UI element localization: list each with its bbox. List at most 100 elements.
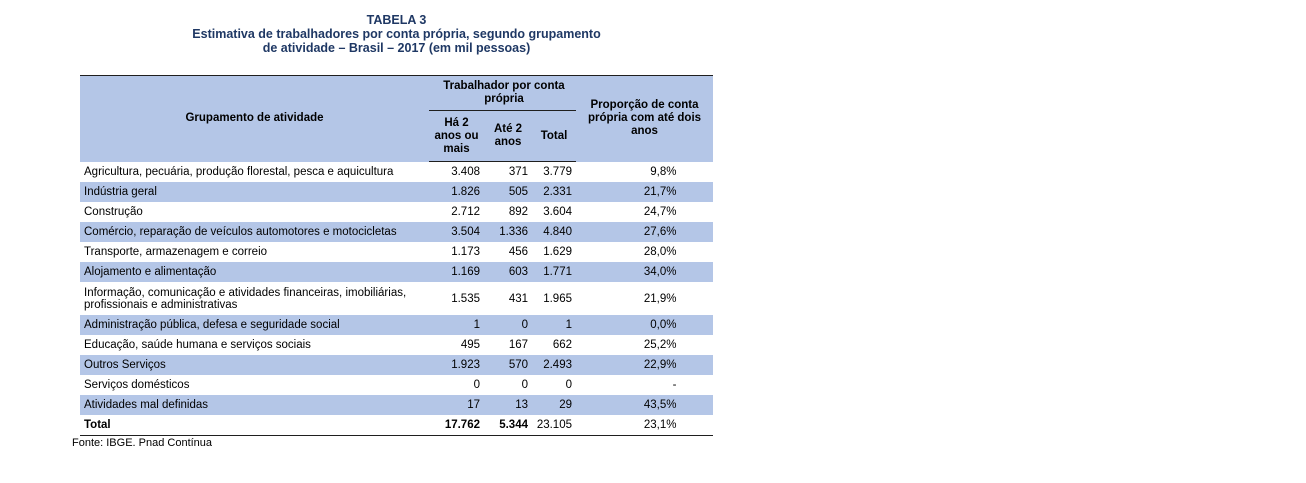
activity-cell: Educação, saúde humana e serviços sociai… (84, 339, 311, 351)
total-cell: 3.604 (543, 206, 572, 218)
proportion-value: 0,0% (650, 319, 677, 331)
activity-cell: Serviços domésticos (84, 379, 190, 391)
proportion-cell: - (576, 375, 713, 395)
more-2-years-cell: 17 (429, 395, 484, 415)
activity-cell: Atividades mal definidas (80, 395, 429, 415)
proportion-cell: 27,6% (576, 222, 713, 242)
activity-cell: Agricultura, pecuária, produção floresta… (84, 165, 394, 178)
more-2-years-cell: 1.923 (429, 355, 484, 375)
proportion-cell: 21,9% (576, 282, 713, 315)
header-proportion: Proporção de conta própria com até dois … (576, 75, 713, 162)
table-row: Informação, comunicação e atividades fin… (80, 282, 713, 315)
more-2-years-cell: 3.408 (451, 166, 480, 178)
total-more-2: 17.762 (429, 415, 484, 436)
total-proportion-value: 23,1% (643, 419, 677, 431)
more-2-years-cell: 1.535 (451, 292, 480, 305)
activity-cell: Informação, comunicação e atividades fin… (84, 286, 407, 311)
table-row: Transporte, armazenagem e correio 1.173 45… (80, 242, 713, 262)
header-proportion-label: Proporção de conta própria com até dois … (587, 99, 702, 138)
header-up-to-2-years: Até 2 anos (484, 110, 532, 162)
more-2-years-cell: 2.712 (451, 206, 480, 218)
proportion-value: 28,0% (643, 246, 677, 258)
more-2-years-cell: 1.826 (429, 182, 484, 202)
total-cell: 3.779 (543, 166, 572, 178)
header-worker-group-label: Trabalhador por conta própria (443, 80, 565, 105)
source-note: Fonte: IBGE. Pnad Contínua (72, 437, 213, 449)
table-row: Comércio, reparação de veículos automoto… (80, 222, 713, 242)
total-cell: 0 (565, 379, 572, 391)
up-to-2-years-cell: 167 (508, 339, 528, 351)
total-total: 23.105 (532, 415, 576, 436)
table-row: Administração pública, defesa e segurida… (80, 315, 713, 335)
activity-cell: Alojamento e alimentação (80, 262, 429, 282)
table-row: Atividades mal definidas 17 13 29 43,5% (80, 395, 713, 415)
proportion-cell: 22,9% (576, 355, 713, 375)
more-2-years-cell: 1.173 (451, 246, 480, 258)
activity-cell: Outros Serviços (80, 355, 429, 375)
up-to-2-years-cell: 0 (521, 379, 528, 391)
table-row: Agricultura, pecuária, produção floresta… (80, 162, 713, 183)
proportion-cell: 28,0% (576, 242, 713, 262)
table-body: Agricultura, pecuária, produção floresta… (80, 162, 713, 436)
proportion-cell: 21,7% (576, 182, 713, 202)
up-to-2-years-cell: 570 (484, 355, 532, 375)
table-row: Alojamento e alimentação 1.169 603 1.771 34,… (80, 262, 713, 282)
up-to-2-years-cell: 431 (508, 292, 528, 305)
total-cell: 1 (532, 315, 576, 335)
total-row: Total 17.762 5.344 23.105 23,1% (80, 415, 713, 436)
activity-cell: Comércio, reparação de veículos automoto… (80, 222, 429, 242)
total-up-to-2: 5.344 (484, 415, 532, 436)
table-title-line-1: Estimativa de trabalhadores por conta pr… (192, 27, 601, 41)
table-row: Serviços domésticos 0 0 0 - (80, 375, 713, 395)
table-number: TABELA 3 (366, 13, 427, 27)
table-title-line-2: de atividade – Brasil – 2017 (em mil pes… (262, 41, 531, 55)
proportion-value: 43,5% (643, 399, 677, 411)
proportion-value: 34,0% (643, 266, 677, 278)
more-2-years-cell: 3.504 (429, 222, 484, 242)
proportion-value: 21,7% (643, 186, 677, 198)
header-more-2-years-label: Há 2 anos ou mais (434, 116, 479, 155)
proportion-cell: 25,2% (576, 335, 713, 355)
proportion-cell: 34,0% (576, 262, 713, 282)
total-cell: 29 (532, 395, 576, 415)
proportion-value: 9,8% (650, 165, 677, 178)
proportion-value: 21,9% (643, 292, 677, 305)
activity-cell: Transporte, armazenagem e correio (84, 246, 268, 258)
total-cell: 2.331 (532, 182, 576, 202)
more-2-years-cell: 1.169 (429, 262, 484, 282)
up-to-2-years-cell: 892 (508, 206, 528, 218)
up-to-2-years-cell: 1.336 (484, 222, 532, 242)
more-2-years-cell: 495 (460, 339, 480, 351)
proportion-value: 25,2% (643, 339, 677, 351)
header-more-2-years: Há 2 anos ou mais (429, 110, 484, 162)
total-cell: 662 (552, 339, 572, 351)
total-cell: 1.965 (543, 292, 572, 305)
total-cell: 1.629 (543, 246, 572, 258)
proportion-cell: 0,0% (576, 315, 713, 335)
proportion-value: 27,6% (643, 226, 677, 238)
up-to-2-years-cell: 371 (508, 166, 528, 178)
header-worker-group: Trabalhador por conta própria (429, 75, 576, 111)
table-row: Educação, saúde humana e serviços sociai… (80, 335, 713, 355)
up-to-2-years-cell: 456 (508, 246, 528, 258)
data-table: Grupamento de atividade Trabalhador por … (80, 75, 713, 436)
header-up-to-2-years-label: Até 2 anos (493, 123, 523, 148)
up-to-2-years-cell: 0 (484, 315, 532, 335)
header-activity: Grupamento de atividade (80, 75, 429, 162)
proportion-value: 24,7% (643, 206, 677, 218)
proportion-cell: 43,5% (576, 395, 713, 415)
total-proportion: 23,1% (576, 415, 713, 436)
activity-cell: Indústria geral (80, 182, 429, 202)
proportion-cell: 9,8% (576, 162, 713, 183)
activity-cell: Construção (84, 206, 143, 218)
total-label: Total (80, 415, 429, 436)
table-title-block: TABELA 3 Estimativa de trabalhadores por… (80, 13, 713, 55)
total-cell: 1.771 (532, 262, 576, 282)
activity-cell: Administração pública, defesa e segurida… (80, 315, 429, 335)
total-cell: 4.840 (532, 222, 576, 242)
up-to-2-years-cell: 505 (484, 182, 532, 202)
proportion-value: 22,9% (643, 359, 677, 371)
table-row: Outros Serviços 1.923 570 2.493 22,9% (80, 355, 713, 375)
proportion-cell: 24,7% (576, 202, 713, 222)
header-total: Total (532, 110, 576, 162)
